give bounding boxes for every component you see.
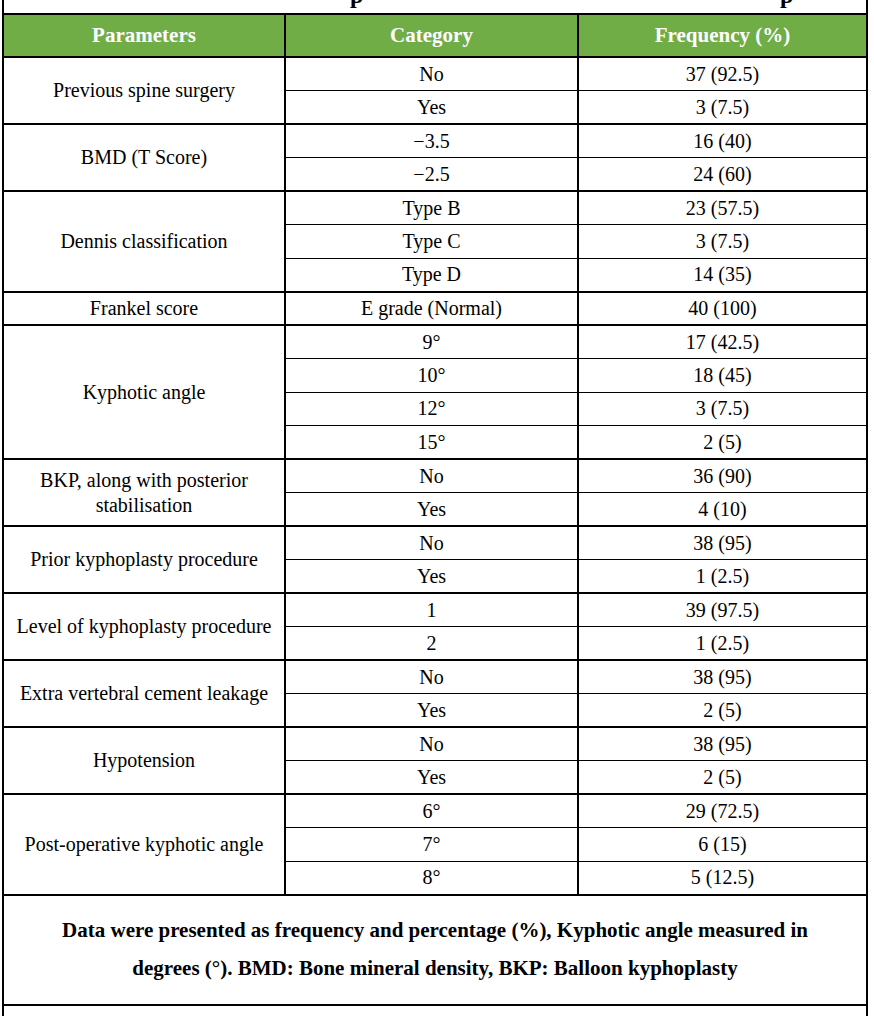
header-row: Parameters Category Frequency (%) [4, 14, 866, 57]
category-cell: 7° [285, 828, 578, 862]
page: pp Parameters Category Frequency (%) Pre… [0, 0, 874, 1016]
category-cell: Yes [285, 560, 578, 594]
frequency-cell: 5 (12.5) [578, 861, 866, 895]
frequency-cell: 23 (57.5) [578, 191, 866, 225]
col-header-frequency: Frequency (%) [578, 14, 866, 57]
category-cell: No [285, 660, 578, 694]
frequency-cell: 37 (92.5) [578, 57, 866, 91]
category-cell: No [285, 459, 578, 493]
category-cell: No [285, 57, 578, 91]
category-cell: Yes [285, 91, 578, 125]
category-cell: Type C [285, 225, 578, 259]
category-cell: 8° [285, 861, 578, 895]
parameter-cell: Level of kyphoplasty procedure [4, 593, 285, 660]
footnote-cell: Data were presented as frequency and per… [4, 895, 866, 1005]
frequency-cell: 36 (90) [578, 459, 866, 493]
frequency-cell: 3 (7.5) [578, 225, 866, 259]
cropped-table-title: pp [4, 0, 866, 13]
frequency-cell: 3 (7.5) [578, 91, 866, 125]
cropped-title-letter: p [780, 0, 793, 7]
frequency-cell: 14 (35) [578, 258, 866, 292]
category-cell: E grade (Normal) [285, 292, 578, 326]
category-cell: Yes [285, 761, 578, 795]
parameter-cell: BMD (T Score) [4, 124, 285, 191]
frequency-cell: 18 (45) [578, 359, 866, 393]
category-cell: Type D [285, 258, 578, 292]
frequency-cell: 1 (2.5) [578, 627, 866, 661]
parameter-cell: BKP, along with posterior stabilisation [4, 459, 285, 526]
footnote-text: Data were presented as frequency and per… [49, 912, 821, 987]
frequency-cell: 17 (42.5) [578, 325, 866, 359]
frequency-cell: 2 (5) [578, 761, 866, 795]
table-frame: pp Parameters Category Frequency (%) Pre… [2, 0, 868, 1016]
table-row: Extra vertebral cement leakageNo38 (95) [4, 660, 866, 694]
table-row: Frankel scoreE grade (Normal)40 (100) [4, 292, 866, 326]
parameter-cell: Previous spine surgery [4, 57, 285, 124]
category-cell: 15° [285, 426, 578, 460]
parameters-table: Parameters Category Frequency (%) Previo… [4, 13, 866, 1006]
frequency-cell: 38 (95) [578, 727, 866, 761]
table-row: Previous spine surgeryNo37 (92.5) [4, 57, 866, 91]
table-row: Dennis classificationType B23 (57.5) [4, 191, 866, 225]
frequency-cell: 6 (15) [578, 828, 866, 862]
parameter-cell: Extra vertebral cement leakage [4, 660, 285, 727]
frequency-cell: 29 (72.5) [578, 794, 866, 828]
category-cell: −3.5 [285, 124, 578, 158]
parameter-cell: Prior kyphoplasty procedure [4, 526, 285, 593]
category-cell: 12° [285, 392, 578, 426]
frequency-cell: 2 (5) [578, 694, 866, 728]
table-row: BKP, along with posterior stabilisationN… [4, 459, 866, 493]
table-row: Level of kyphoplasty procedure139 (97.5) [4, 593, 866, 627]
col-header-parameters: Parameters [4, 14, 285, 57]
category-cell: 10° [285, 359, 578, 393]
table-row: Post-operative kyphotic angle6°29 (72.5) [4, 794, 866, 828]
frequency-cell: 38 (95) [578, 660, 866, 694]
frequency-cell: 4 (10) [578, 493, 866, 527]
parameter-cell: Frankel score [4, 292, 285, 326]
frequency-cell: 1 (2.5) [578, 560, 866, 594]
frequency-cell: 40 (100) [578, 292, 866, 326]
frequency-cell: 39 (97.5) [578, 593, 866, 627]
table-row: HypotensionNo38 (95) [4, 727, 866, 761]
category-cell: 6° [285, 794, 578, 828]
frequency-cell: 16 (40) [578, 124, 866, 158]
category-cell: No [285, 526, 578, 560]
table-row: BMD (T Score)−3.516 (40) [4, 124, 866, 158]
table-row: Kyphotic angle9°17 (42.5) [4, 325, 866, 359]
frequency-cell: 38 (95) [578, 526, 866, 560]
parameter-cell: Dennis classification [4, 191, 285, 292]
footnote-row: Data were presented as frequency and per… [4, 895, 866, 1005]
cropped-title-letter: p [350, 0, 363, 7]
category-cell: Yes [285, 493, 578, 527]
col-header-category: Category [285, 14, 578, 57]
frequency-cell: 2 (5) [578, 426, 866, 460]
category-cell: 1 [285, 593, 578, 627]
frequency-cell: 24 (60) [578, 158, 866, 192]
category-cell: 9° [285, 325, 578, 359]
parameter-cell: Post-operative kyphotic angle [4, 794, 285, 895]
category-cell: Yes [285, 694, 578, 728]
parameter-cell: Hypotension [4, 727, 285, 794]
category-cell: −2.5 [285, 158, 578, 192]
table-row: Prior kyphoplasty procedureNo38 (95) [4, 526, 866, 560]
frequency-cell: 3 (7.5) [578, 392, 866, 426]
category-cell: Type B [285, 191, 578, 225]
parameter-cell: Kyphotic angle [4, 325, 285, 459]
category-cell: No [285, 727, 578, 761]
table-body: Previous spine surgeryNo37 (92.5)Yes3 (7… [4, 57, 866, 895]
category-cell: 2 [285, 627, 578, 661]
